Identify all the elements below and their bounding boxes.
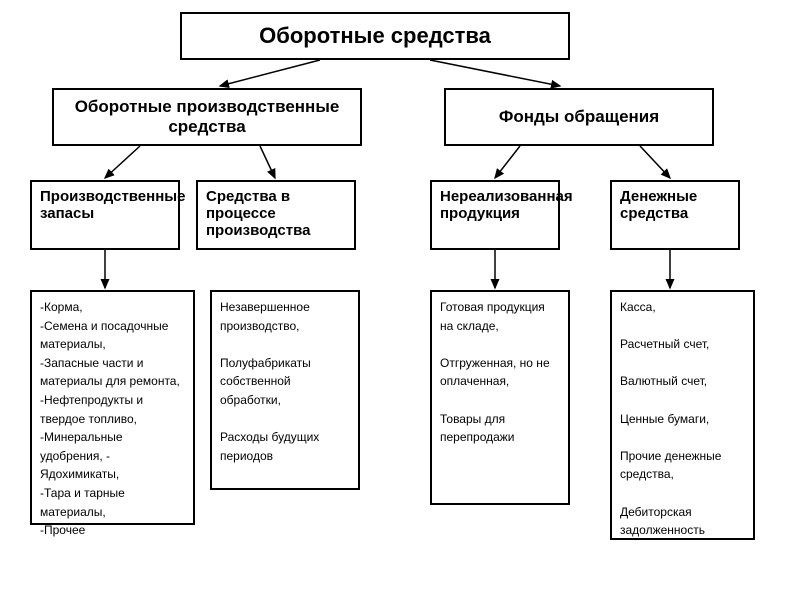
l3-d-box: Касса, Расчетный счет, Валютный счет, Це… [610,290,755,540]
l3-b-text: Незавершенное производство, Полуфабрикат… [220,298,350,465]
l1-right-box: Фонды обращения [444,88,714,146]
l3-a-box: -Корма, -Семена и посадочные материалы, … [30,290,195,525]
title-text: Оборотные средства [259,23,491,49]
l3-d-text: Касса, Расчетный счет, Валютный счет, Це… [620,298,745,540]
l3-a-text: -Корма, -Семена и посадочные материалы, … [40,298,185,540]
l2-a-text: Производственные запасы [40,188,185,222]
l1-right-text: Фонды обращения [499,107,659,127]
l2-d-box: Денежные средства [610,180,740,250]
l3-c-box: Готовая продукция на складе, Отгруженная… [430,290,570,505]
l2-b-box: Средства в процессе производства [196,180,356,250]
l2-d-text: Денежные средства [620,188,730,222]
l2-c-box: Нереализованная продукция [430,180,560,250]
l2-a-box: Производственные запасы [30,180,180,250]
l1-left-text: Оборотные производственные средства [62,97,352,137]
title-box: Оборотные средства [180,12,570,60]
l2-b-text: Средства в процессе производства [206,188,346,239]
l2-c-text: Нереализованная продукция [440,188,573,222]
l3-c-text: Готовая продукция на складе, Отгруженная… [440,298,560,447]
l3-b-box: Незавершенное производство, Полуфабрикат… [210,290,360,490]
l1-left-box: Оборотные производственные средства [52,88,362,146]
